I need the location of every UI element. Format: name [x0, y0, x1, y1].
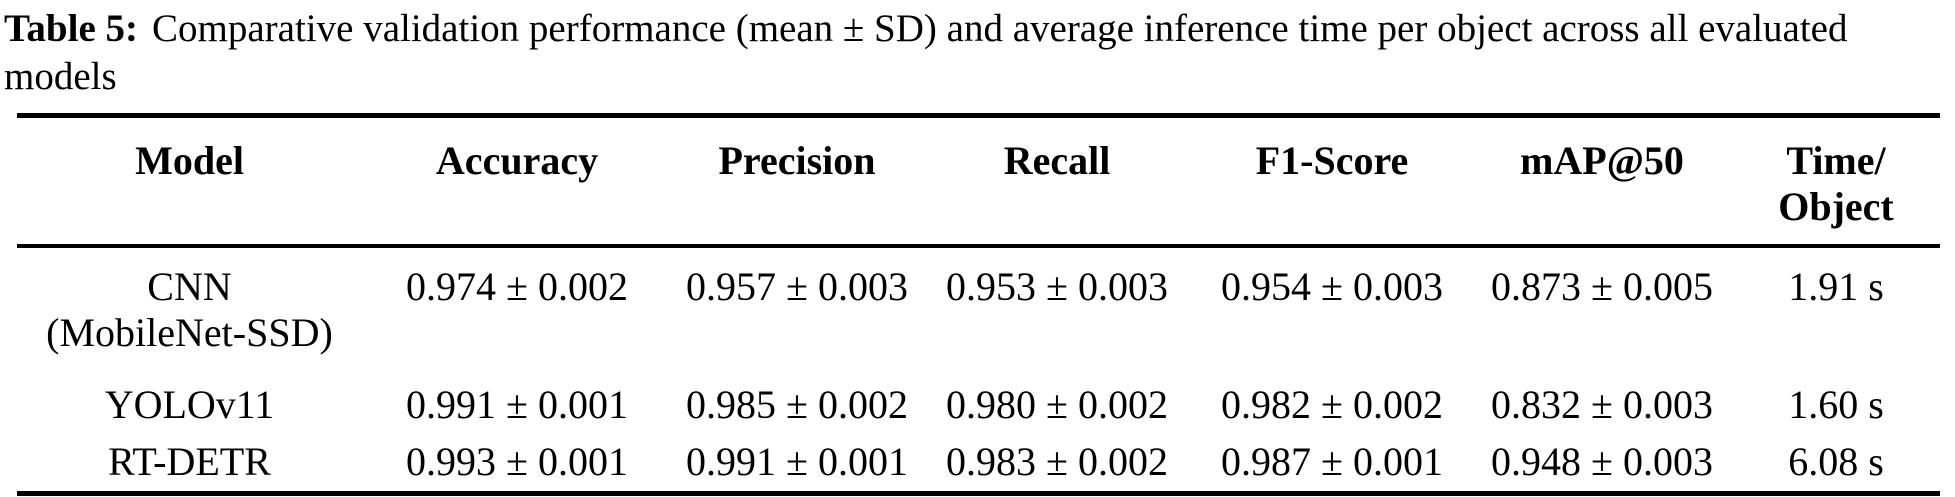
cell-accuracy: 0.974 ± 0.002 [406, 264, 628, 309]
cell-recall: 0.983 ± 0.002 [946, 439, 1168, 484]
table-caption-line1: Table 5: Comparative validation performan… [4, 5, 1955, 53]
table-body: CNN (MobileNet-SSD) 0.974 ± 0.002 0.957 ±… [17, 246, 1940, 494]
column-header-recall: Recall [922, 115, 1192, 248]
table-caption-text: Comparative validation performance (mean… [152, 7, 1848, 50]
cell-time-per-object: 6.08 s [1788, 439, 1884, 484]
cell-time-per-object: 1.60 s [1788, 382, 1884, 427]
table-caption-label: Table 5: [4, 7, 139, 50]
results-table: Model Accuracy Precision Recall F1-Score… [17, 113, 1940, 496]
column-header-map50: mAP@50 [1472, 115, 1732, 248]
column-header-accuracy: Accuracy [362, 115, 672, 248]
cell-model: YOLOv11 [104, 382, 275, 427]
cell-map50: 0.873 ± 0.005 [1491, 264, 1713, 309]
cell-map50: 0.948 ± 0.003 [1491, 439, 1713, 484]
cell-recall: 0.980 ± 0.002 [946, 382, 1168, 427]
cell-precision: 0.991 ± 0.001 [686, 439, 908, 484]
cell-precision: 0.985 ± 0.002 [686, 382, 908, 427]
column-header-time-per-object: Time/Object [1732, 115, 1940, 248]
cell-precision: 0.957 ± 0.003 [686, 264, 908, 309]
table-row-yolov11: YOLOv11 0.991 ± 0.001 0.985 ± 0.002 0.98… [17, 360, 1940, 428]
cell-model: CNN (MobileNet-SSD) [46, 264, 333, 355]
cell-f1-score: 0.954 ± 0.003 [1221, 264, 1443, 309]
header-row: Model Accuracy Precision Recall F1-Score… [17, 115, 1940, 248]
cell-recall: 0.953 ± 0.003 [946, 264, 1168, 309]
column-header-f1-score: F1-Score [1192, 115, 1472, 248]
table-caption-line2: models [4, 55, 117, 98]
cell-accuracy: 0.993 ± 0.001 [406, 439, 628, 484]
table-caption: Table 5: Comparative validation performan… [4, 5, 1955, 101]
table-row-cnn: CNN (MobileNet-SSD) 0.974 ± 0.002 0.957 ±… [17, 246, 1940, 360]
cell-model: RT-DETR [108, 439, 271, 484]
column-header-model: Model [17, 115, 362, 248]
cell-f1-score: 0.982 ± 0.002 [1221, 382, 1443, 427]
table-row-rt-detr: RT-DETR 0.993 ± 0.001 0.991 ± 0.001 0.98… [17, 428, 1940, 494]
cell-time-per-object: 1.91 s [1788, 264, 1884, 309]
column-header-precision: Precision [672, 115, 922, 248]
table-header: Model Accuracy Precision Recall F1-Score… [17, 115, 1940, 248]
cell-accuracy: 0.991 ± 0.001 [406, 382, 628, 427]
cell-f1-score: 0.987 ± 0.001 [1221, 439, 1443, 484]
cell-map50: 0.832 ± 0.003 [1491, 382, 1713, 427]
